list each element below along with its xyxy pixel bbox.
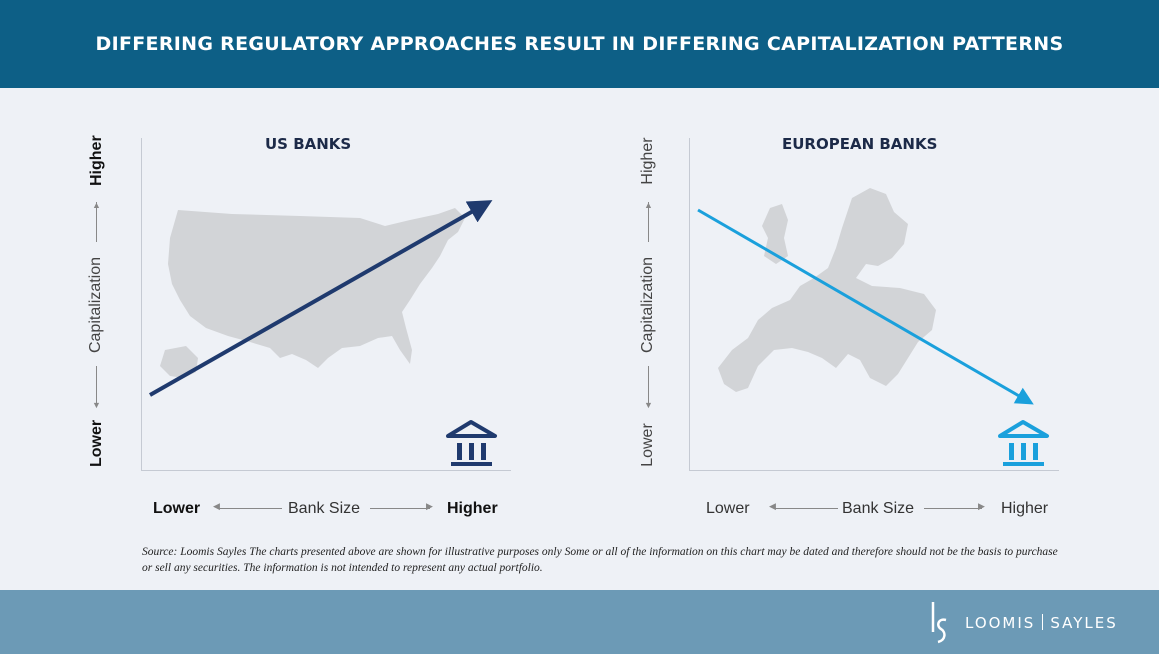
arrowhead-up-icon: ▲ [644, 200, 653, 210]
panel-title: US BANKS [265, 135, 352, 153]
y-axis [141, 138, 142, 471]
us-diagram [149, 200, 497, 466]
panel-title: EUROPEAN BANKS [782, 135, 938, 153]
y-arrow-up [648, 202, 649, 242]
us-banks-panel: US BANKS Higher ▲ Capitalization ▼ Lower… [0, 88, 560, 558]
arrowhead-left-icon: ◀ [769, 501, 776, 511]
page-title: DIFFERING REGULATORY APPROACHES RESULT I… [95, 33, 1064, 55]
y-axis-label: Capitalization [87, 256, 104, 354]
y-lower-label: Lower [88, 419, 105, 467]
logo-left-word: LOOMIS [965, 614, 1036, 632]
x-axis-label: Bank Size [842, 500, 915, 517]
logo-right-word: SAYLES [1050, 614, 1118, 632]
arrowhead-right-icon: ▶ [978, 501, 985, 511]
loomis-sayles-logo-icon [931, 602, 947, 644]
x-arrow-right [370, 508, 430, 509]
y-higher-label: Higher [639, 137, 656, 185]
us-map-shape [168, 208, 465, 368]
x-axis [689, 470, 1059, 471]
bank-building-icon [998, 420, 1049, 466]
x-axis [141, 470, 511, 471]
footer-bar: LOOMIS SAYLES [0, 590, 1159, 654]
header-banner: DIFFERING REGULATORY APPROACHES RESULT I… [0, 0, 1159, 88]
x-lower-label: Lower [153, 500, 201, 517]
y-arrow-up [96, 202, 97, 242]
arrow-us [149, 200, 493, 397]
arrowhead-up-icon: ▲ [92, 200, 101, 210]
arrowhead-left-icon: ◀ [213, 501, 220, 511]
source-footnote: Source: Loomis Sayles The charts present… [142, 546, 1058, 574]
x-higher-label: Higher [1001, 500, 1049, 517]
arrow-eu [697, 208, 1034, 405]
european-banks-panel: EUROPEAN BANKS Higher ▲ Capitalization ▼… [552, 88, 1112, 558]
alaska-shape [160, 346, 198, 378]
arrowhead-right-icon: ▶ [426, 501, 433, 511]
bank-building-icon [446, 420, 497, 466]
x-axis-label: Bank Size [288, 500, 361, 517]
europe-map-shape [718, 188, 936, 392]
company-logo-text: LOOMIS SAYLES [965, 614, 1118, 632]
y-axis-label: Capitalization [639, 256, 656, 354]
arrowhead-down-icon: ▼ [644, 400, 653, 410]
y-lower-label: Lower [639, 423, 656, 467]
x-higher-label: Higher [447, 500, 498, 517]
eu-diagram [697, 188, 1049, 466]
logo-separator [1042, 614, 1044, 630]
y-axis [689, 138, 690, 471]
y-higher-label: Higher [88, 135, 105, 186]
y-arrow-down [648, 366, 649, 406]
arrowhead-down-icon: ▼ [92, 400, 101, 410]
uk-shape [762, 204, 788, 264]
y-arrow-down [96, 366, 97, 406]
x-arrow-left [218, 508, 282, 509]
x-arrow-left [774, 508, 838, 509]
x-lower-label: Lower [706, 500, 750, 517]
x-arrow-right [924, 508, 982, 509]
